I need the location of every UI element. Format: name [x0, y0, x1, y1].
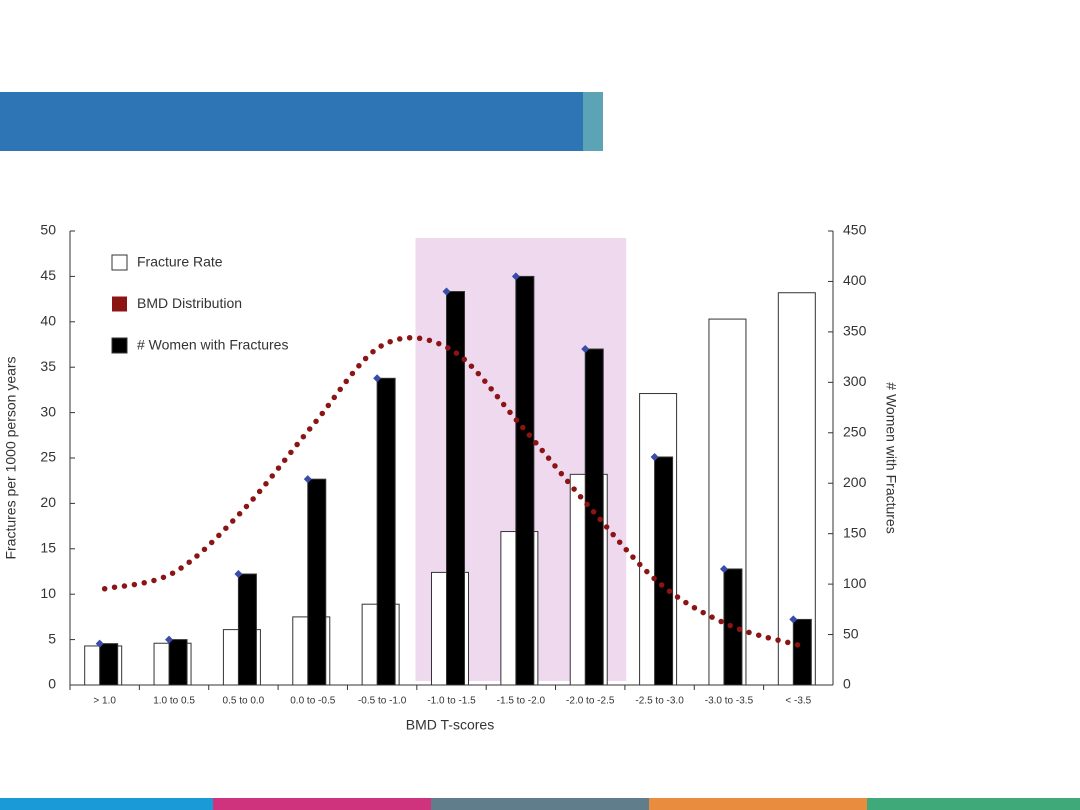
y2-tick-label: 450	[843, 222, 867, 238]
y2-tick-label: 350	[843, 323, 867, 339]
y-tick-label: 5	[48, 630, 56, 646]
bar	[792, 618, 812, 686]
bar-marker	[95, 639, 104, 648]
header-bar	[0, 92, 583, 151]
y-tick-label: 10	[40, 585, 56, 601]
x-tick-label: > 1.0	[93, 696, 116, 707]
line	[101, 334, 802, 648]
y2-tick-label: 300	[843, 373, 867, 389]
bar-marker	[303, 475, 312, 484]
y2-tick-label: 0	[843, 676, 851, 692]
legend-label: BMD Distribution	[137, 295, 242, 311]
bar-marker	[789, 615, 798, 624]
x-tick-label: 1.0 to 0.5	[153, 696, 195, 707]
bar-marker	[581, 345, 590, 354]
y2-tick-label: 150	[843, 524, 867, 540]
y2-tick-label: 50	[843, 625, 859, 641]
x-tick-label: 0.5 to 0.0	[223, 696, 265, 707]
footer-stripe	[867, 798, 1080, 810]
y-tick-label: 20	[40, 494, 56, 510]
x-tick-label: -1.0 to -1.5	[427, 696, 476, 707]
y-tick-label: 15	[40, 540, 56, 556]
y2-tick-label: 400	[843, 272, 867, 288]
header-accent	[583, 92, 603, 151]
bar	[515, 275, 535, 686]
x-tick-label: < -3.5	[785, 696, 811, 707]
legend-label: Fracture Rate	[137, 254, 223, 270]
x-tick-label: -2.0 to -2.5	[566, 696, 615, 707]
footer-stripe	[431, 798, 649, 810]
bar-marker	[165, 635, 174, 644]
y-tick-label: 45	[40, 267, 56, 283]
legend-swatch	[112, 296, 127, 312]
bar-marker	[234, 570, 243, 579]
x-tick-label: -1.5 to -2.0	[497, 696, 546, 707]
x-tick-label: -2.5 to -3.0	[635, 696, 684, 707]
y-tick-label: 50	[40, 222, 56, 238]
legend-swatch	[111, 337, 128, 354]
y-tick-label: 0	[48, 676, 56, 692]
footer-stripe	[0, 798, 213, 810]
x-tick-label: -0.5 to -1.0	[358, 696, 407, 707]
x-tick-label: -3.0 to -3.5	[705, 696, 754, 707]
bar	[654, 456, 674, 686]
bar-marker	[511, 272, 520, 281]
bar	[376, 377, 396, 686]
bar-marker	[373, 374, 382, 383]
x-axis-title: BMD T-scores	[406, 717, 494, 733]
bar	[237, 573, 257, 686]
y2-tick-label: 100	[843, 575, 867, 591]
y-tick-label: 40	[40, 313, 56, 329]
y-tick-label: 35	[40, 358, 56, 374]
footer-stripe	[213, 798, 431, 810]
y-tick-label: 30	[40, 403, 56, 419]
y2-tick-label: 200	[843, 474, 867, 490]
bar	[307, 478, 327, 686]
bar-marker	[442, 287, 451, 296]
bar	[168, 639, 188, 686]
y2-axis-title: # Women with Fractures	[883, 382, 899, 533]
bar	[584, 348, 604, 686]
footer-stripe	[649, 798, 867, 810]
legend-label: # Women with Fractures	[137, 337, 288, 353]
bar-marker	[719, 564, 728, 573]
bar	[723, 568, 743, 686]
bar-marker	[650, 452, 659, 461]
bar	[99, 643, 119, 686]
bar	[446, 291, 465, 686]
y-tick-label: 25	[40, 449, 56, 465]
y2-tick-label: 250	[843, 423, 867, 439]
y-axis-title: Fractures per 1000 person years	[3, 356, 19, 559]
legend-swatch	[111, 254, 128, 271]
x-tick-label: 0.0 to -0.5	[290, 696, 335, 707]
